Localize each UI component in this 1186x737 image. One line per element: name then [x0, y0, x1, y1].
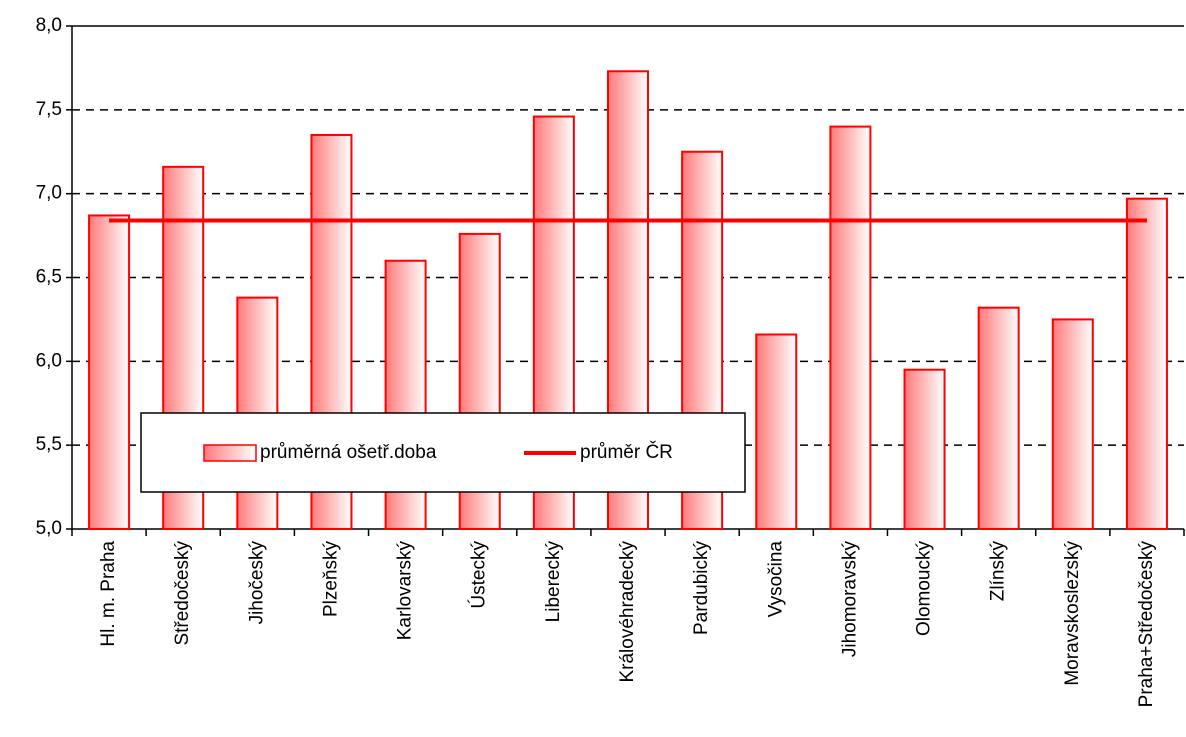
x-tick-label: Jihomoravský	[839, 541, 860, 658]
x-tick-label: Vysočina	[765, 541, 786, 618]
legend-label: průměr ČR	[580, 441, 673, 463]
legend-label: průměrná ošetř.doba	[260, 442, 437, 463]
legend-swatch	[203, 444, 257, 462]
x-tick-label: Jihočeský	[246, 541, 267, 625]
x-tick-label: Karlovarský	[395, 541, 416, 641]
bar	[88, 214, 131, 530]
y-tick-label: 6,5	[36, 267, 62, 288]
y-tick-label: 7,0	[36, 183, 62, 204]
y-tick-label: 6,0	[36, 350, 62, 371]
legend: průměrná ošetř.doba průměr ČR	[140, 412, 746, 493]
x-tick-label: Ústecký	[468, 541, 490, 609]
x-tick-label: Olomoucký	[914, 541, 935, 637]
x-tick-label: Pardubický	[691, 541, 712, 635]
bar	[903, 368, 946, 531]
y-tick-label: 7,5	[36, 99, 62, 120]
x-tick-label: Hl. m. Praha	[98, 541, 119, 647]
bar	[755, 333, 798, 530]
bar	[1125, 197, 1168, 531]
x-tick-label: Moravskoslezský	[1062, 541, 1083, 686]
y-tick-label: 8,0	[36, 15, 62, 36]
x-tick-label: Praha+Středočeský	[1136, 541, 1157, 708]
bar	[1051, 318, 1094, 530]
y-tick-label: 5,0	[36, 518, 62, 539]
x-tick-label: Liberecký	[543, 541, 564, 623]
x-tick-label: Zlínský	[988, 541, 1009, 602]
x-tick-label: Královéhradecký	[617, 541, 638, 683]
bar	[977, 306, 1020, 530]
y-tick-label: 5,5	[36, 434, 62, 455]
x-tick-label: Plzeňský	[320, 541, 341, 618]
bar	[829, 125, 872, 530]
x-tick-label: Středočeský	[172, 541, 193, 646]
